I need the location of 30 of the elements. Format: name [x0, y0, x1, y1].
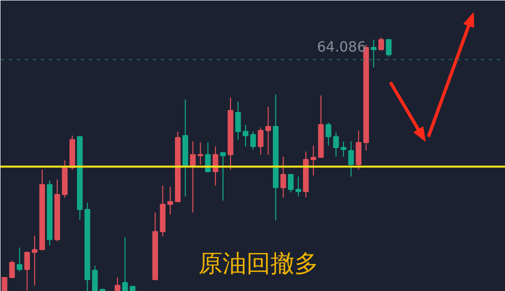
candlestick: [24, 251, 30, 291]
candlestick: [242, 124, 248, 148]
candlestick: [114, 277, 120, 291]
candlestick: [235, 101, 241, 140]
candlestick: [212, 146, 218, 186]
annotation: 原油回撤多: [198, 250, 318, 278]
candlestick: [370, 39, 376, 68]
candlestick: [16, 247, 22, 272]
candlestick: [295, 176, 302, 198]
candlestick: [326, 122, 332, 146]
candlestick: [280, 156, 286, 198]
candlestick: [92, 265, 98, 291]
candlestick: [333, 132, 339, 158]
candlestick: [32, 235, 38, 286]
candlestick: [265, 106, 272, 156]
candlestick: [348, 140, 354, 177]
candlestick: [378, 37, 384, 52]
candlestick: [198, 142, 204, 166]
candlestick: [288, 174, 294, 193]
candlestick: [356, 130, 362, 170]
candlestick: [340, 140, 346, 158]
candlestick: [167, 186, 174, 216]
candlestick: [9, 260, 15, 278]
candlestick: [250, 131, 256, 150]
candlestick: [2, 277, 8, 291]
candlestick: [386, 39, 392, 58]
candlestick: [310, 144, 316, 176]
annotation: 64.086: [317, 40, 366, 56]
candlestick: [258, 126, 264, 156]
candlestick: [220, 152, 226, 202]
